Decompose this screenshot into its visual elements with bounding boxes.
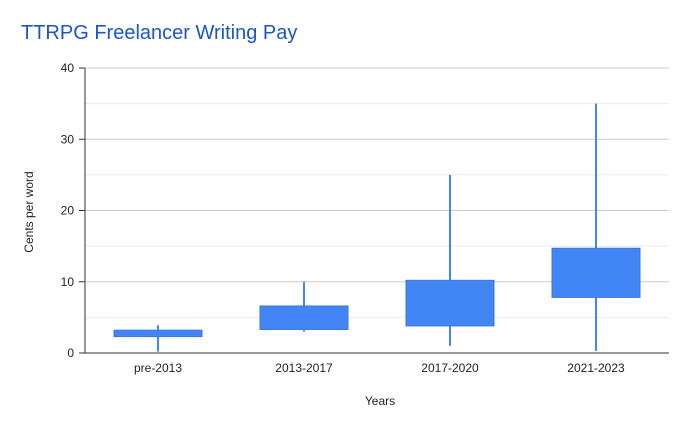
x-axis-title: Years — [365, 394, 395, 408]
y-axis-title: Cents per word — [22, 171, 36, 252]
candle-box — [259, 305, 349, 330]
y-tick-label: 30 — [61, 132, 75, 146]
x-tick-label: pre-2013 — [134, 361, 182, 375]
x-tick-label: 2021-2023 — [567, 361, 625, 375]
axes — [79, 67, 669, 354]
candle-box — [113, 329, 203, 338]
chart-title: TTRPG Freelancer Writing Pay — [21, 22, 298, 44]
y-tick-label: 40 — [61, 61, 75, 75]
tick-labels: 0 10 20 30 40 pre-2013 2013-2017 2017-2020 2021-… — [61, 61, 625, 375]
candle-box — [551, 247, 641, 298]
gridlines — [85, 67, 669, 318]
x-tick-label: 2017-2020 — [421, 361, 479, 375]
candlestick-marks — [113, 103, 641, 352]
y-tick-label: 0 — [67, 346, 74, 360]
y-tick-label: 20 — [61, 204, 75, 218]
x-tick-label: 2013-2017 — [275, 361, 333, 375]
candle-box — [405, 279, 495, 327]
y-tick-label: 10 — [61, 275, 75, 289]
